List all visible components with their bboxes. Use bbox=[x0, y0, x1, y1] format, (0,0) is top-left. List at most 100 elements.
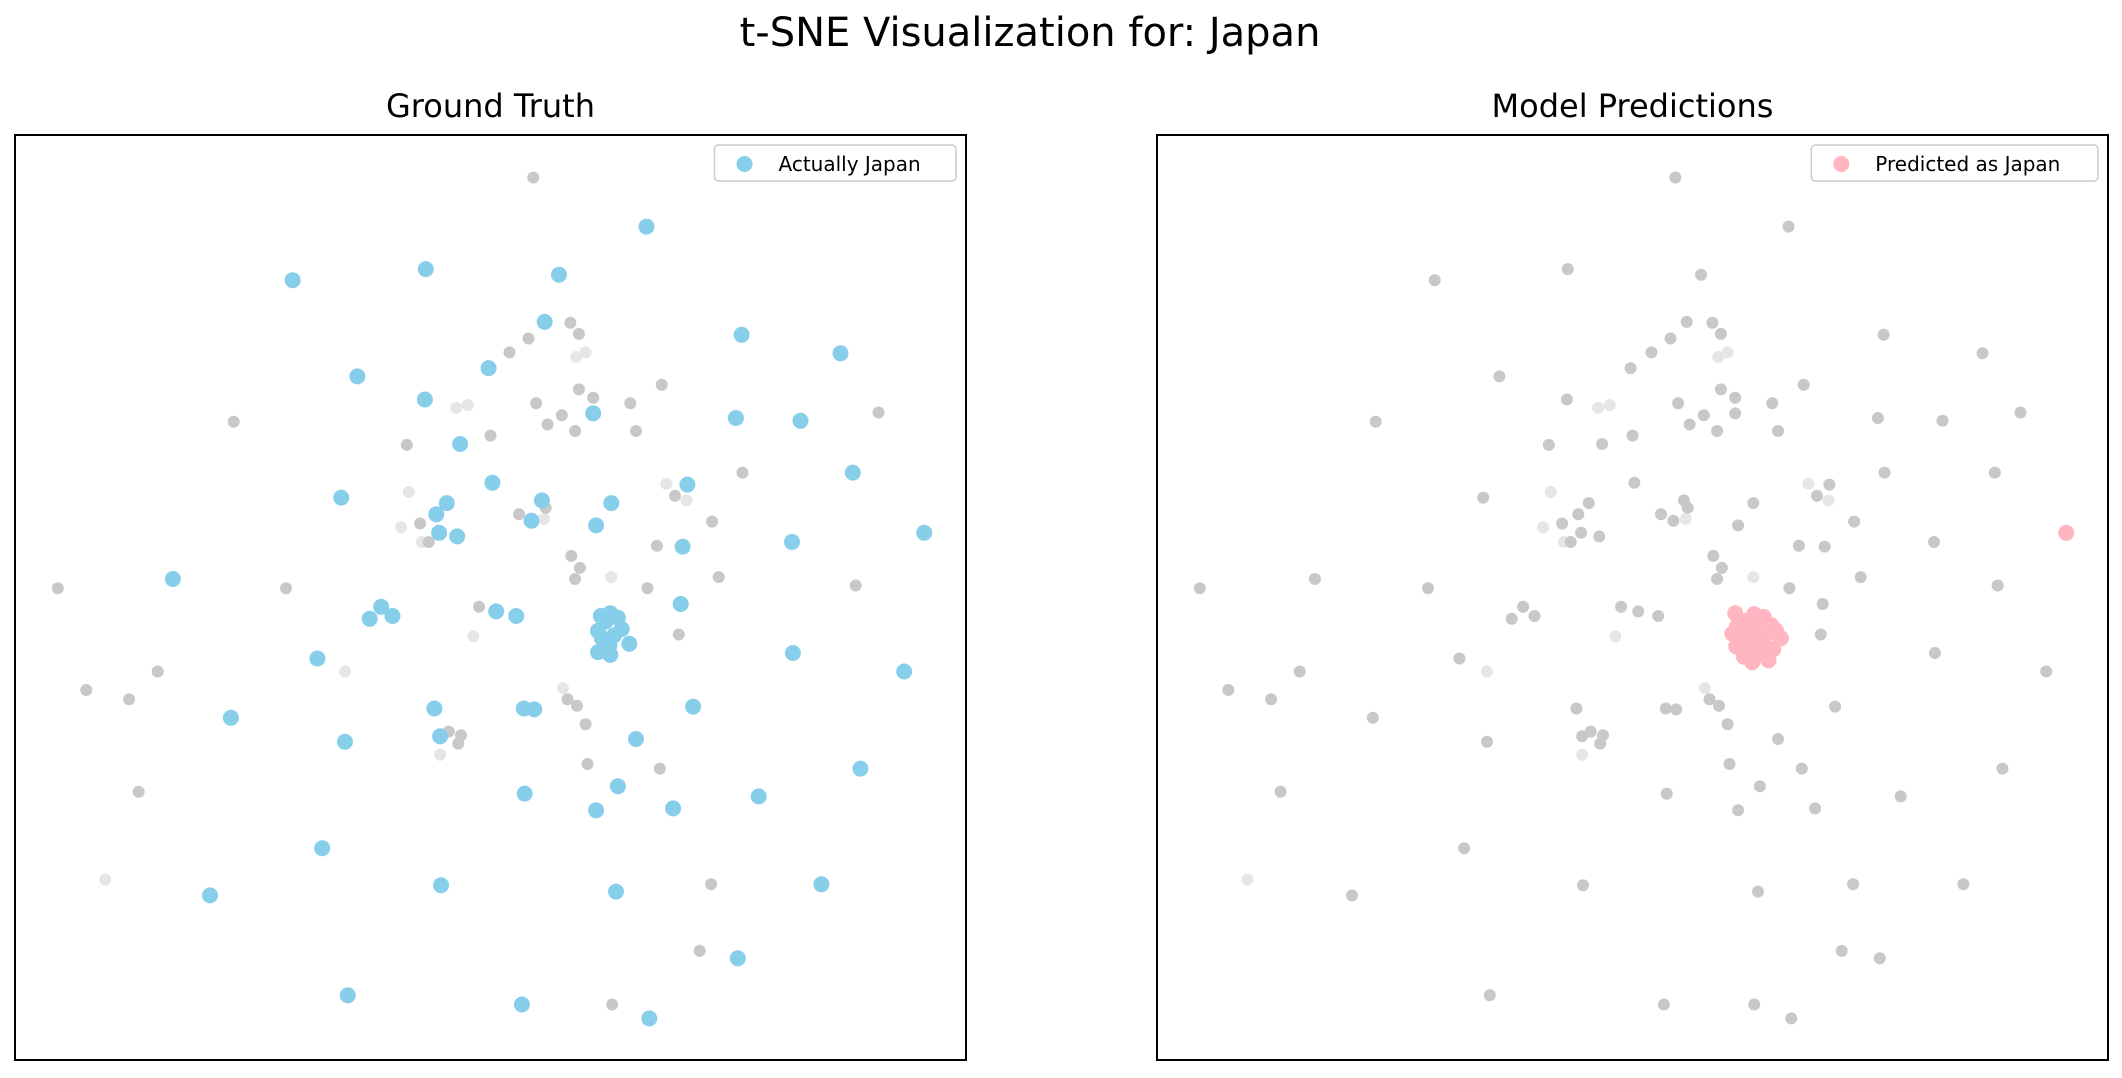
background-point bbox=[1672, 397, 1685, 410]
background-point bbox=[1976, 347, 1989, 360]
background-point bbox=[400, 438, 413, 451]
highlight-point bbox=[536, 313, 553, 330]
highlight-series bbox=[1724, 524, 2075, 671]
background-point bbox=[1577, 879, 1589, 892]
background-point bbox=[1561, 263, 1574, 276]
highlight-point bbox=[608, 883, 624, 900]
highlight-point bbox=[432, 728, 449, 745]
background-point bbox=[572, 383, 585, 396]
background-point bbox=[1274, 785, 1287, 798]
background-point bbox=[1697, 409, 1710, 422]
background-point bbox=[1537, 521, 1550, 534]
background-point bbox=[1572, 508, 1585, 521]
background-point bbox=[1670, 703, 1683, 716]
highlight-point bbox=[202, 887, 218, 904]
scatter-panel-2: Model Predictions Predicted as Japan bbox=[1156, 87, 2109, 1061]
highlight-point bbox=[792, 412, 809, 429]
background-point bbox=[1829, 700, 1842, 713]
highlight-point bbox=[852, 760, 869, 777]
background-point bbox=[1592, 401, 1605, 414]
background-point bbox=[660, 477, 673, 490]
highlight-point bbox=[416, 391, 433, 408]
background-point bbox=[1792, 539, 1805, 552]
highlight-point bbox=[844, 464, 861, 481]
highlight-point bbox=[452, 436, 469, 452]
background-point bbox=[522, 332, 535, 345]
background-point bbox=[1988, 466, 2001, 479]
scatter-panel-1: Ground Truth Actually Japan bbox=[14, 87, 967, 1061]
background-series bbox=[1193, 171, 2053, 1025]
background-point bbox=[80, 684, 93, 696]
background-point bbox=[280, 582, 292, 595]
background-point bbox=[1721, 346, 1734, 359]
background-point bbox=[1481, 665, 1493, 678]
highlight-point bbox=[621, 635, 638, 652]
background-point bbox=[1848, 515, 1861, 528]
background-point bbox=[561, 693, 574, 706]
highlight-point bbox=[484, 474, 501, 491]
highlight-point bbox=[433, 877, 449, 894]
background-point bbox=[1714, 383, 1727, 396]
background-point bbox=[1996, 762, 2009, 775]
highlight-point bbox=[896, 663, 913, 680]
background-point bbox=[339, 665, 351, 678]
background-point bbox=[227, 415, 240, 428]
background-point bbox=[1603, 399, 1616, 412]
background-point bbox=[1544, 486, 1557, 498]
background-point bbox=[587, 391, 600, 404]
highlight-point bbox=[438, 495, 455, 512]
highlight-point bbox=[733, 326, 750, 343]
highlight-point bbox=[727, 410, 744, 426]
background-point bbox=[1593, 530, 1606, 543]
background-point bbox=[99, 873, 112, 886]
background-point bbox=[1713, 699, 1725, 712]
background-point bbox=[1707, 549, 1720, 562]
background-point bbox=[1667, 514, 1680, 527]
background-point bbox=[849, 579, 862, 592]
background-point bbox=[1782, 220, 1795, 233]
background-point bbox=[872, 406, 885, 419]
background-point bbox=[1308, 573, 1321, 585]
background-point bbox=[1632, 605, 1645, 618]
background-point bbox=[1894, 790, 1907, 803]
background-point bbox=[573, 561, 586, 574]
background-point bbox=[1652, 610, 1665, 622]
highlight-point bbox=[916, 524, 933, 541]
background-point bbox=[527, 171, 540, 184]
background-point bbox=[1714, 327, 1727, 340]
highlight-point bbox=[337, 733, 353, 750]
background-point bbox=[1818, 540, 1831, 553]
background-point bbox=[605, 571, 618, 584]
legend-box bbox=[713, 144, 957, 182]
highlight-point bbox=[679, 476, 696, 493]
background-point bbox=[1556, 517, 1569, 530]
background-point bbox=[530, 397, 543, 410]
background-point bbox=[1822, 494, 1835, 507]
highlight-point bbox=[309, 650, 326, 667]
background-point bbox=[473, 600, 486, 613]
background-point bbox=[569, 425, 582, 437]
highlight-point bbox=[428, 506, 445, 523]
background-point bbox=[1594, 737, 1607, 750]
highlight-point bbox=[784, 645, 801, 661]
background-point bbox=[414, 517, 427, 530]
highlight-point bbox=[551, 266, 567, 283]
background-point bbox=[1797, 378, 1810, 391]
background-point bbox=[705, 878, 718, 891]
highlight-point bbox=[784, 534, 800, 550]
background-point bbox=[1732, 519, 1745, 532]
background-point bbox=[537, 512, 550, 525]
background-point bbox=[1802, 477, 1815, 490]
background-point bbox=[1241, 873, 1254, 886]
background-point bbox=[1293, 665, 1306, 678]
background-point bbox=[1715, 561, 1728, 574]
background-point bbox=[680, 494, 693, 507]
legend-label: Predicted as Japan bbox=[1875, 152, 2060, 176]
background-point bbox=[1615, 600, 1628, 613]
highlight-point bbox=[523, 512, 540, 529]
highlight-point bbox=[513, 996, 530, 1013]
background-point bbox=[513, 508, 525, 521]
background-point bbox=[151, 665, 164, 678]
background-point bbox=[1811, 489, 1823, 502]
